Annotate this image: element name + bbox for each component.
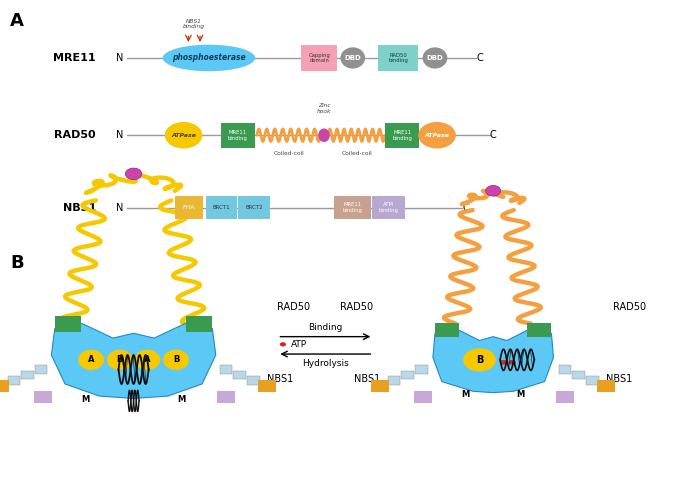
Text: DBD: DBD bbox=[345, 55, 361, 61]
Text: N: N bbox=[116, 53, 123, 63]
FancyBboxPatch shape bbox=[238, 196, 270, 219]
Text: MRE11
binding: MRE11 binding bbox=[227, 130, 248, 141]
Ellipse shape bbox=[340, 47, 365, 69]
Text: RAD50: RAD50 bbox=[54, 130, 96, 140]
Text: MRE11
binding: MRE11 binding bbox=[342, 202, 362, 213]
Text: Binding: Binding bbox=[308, 323, 342, 332]
Text: NBS1
binding: NBS1 binding bbox=[183, 19, 206, 29]
Text: MRE11
binding: MRE11 binding bbox=[392, 130, 412, 141]
Text: M: M bbox=[177, 396, 186, 404]
Ellipse shape bbox=[500, 360, 507, 365]
Text: M: M bbox=[82, 396, 90, 404]
FancyBboxPatch shape bbox=[0, 380, 9, 392]
Text: A: A bbox=[88, 355, 95, 364]
Text: ATM
binding: ATM binding bbox=[378, 202, 399, 213]
Text: BRCT1: BRCT1 bbox=[212, 205, 230, 210]
FancyBboxPatch shape bbox=[597, 380, 615, 392]
Text: A: A bbox=[144, 355, 151, 364]
Text: M: M bbox=[462, 390, 470, 399]
FancyBboxPatch shape bbox=[372, 196, 405, 219]
Ellipse shape bbox=[164, 122, 203, 149]
Text: FHA: FHA bbox=[183, 205, 195, 210]
FancyBboxPatch shape bbox=[435, 323, 459, 337]
FancyBboxPatch shape bbox=[175, 196, 203, 219]
Text: C: C bbox=[476, 53, 483, 63]
Ellipse shape bbox=[418, 122, 456, 149]
FancyBboxPatch shape bbox=[556, 391, 574, 403]
FancyBboxPatch shape bbox=[206, 196, 237, 219]
Ellipse shape bbox=[107, 350, 133, 370]
Text: Coiled-coil: Coiled-coil bbox=[273, 151, 304, 156]
Text: NBS1: NBS1 bbox=[62, 203, 96, 213]
Text: B: B bbox=[476, 355, 483, 365]
Ellipse shape bbox=[162, 44, 255, 71]
Text: NBS1: NBS1 bbox=[354, 374, 380, 384]
Text: RAD50: RAD50 bbox=[613, 302, 646, 312]
Text: A: A bbox=[10, 12, 24, 30]
Text: ATPase: ATPase bbox=[425, 133, 449, 138]
FancyBboxPatch shape bbox=[385, 123, 419, 148]
Text: RAD50: RAD50 bbox=[340, 302, 373, 312]
Text: phosphoesterase: phosphoesterase bbox=[172, 54, 246, 62]
Text: M: M bbox=[516, 390, 525, 399]
Text: B: B bbox=[173, 355, 179, 364]
Text: N: N bbox=[116, 203, 123, 213]
FancyBboxPatch shape bbox=[371, 380, 389, 392]
Text: Coiled-coil: Coiled-coil bbox=[341, 151, 372, 156]
Text: NBS1: NBS1 bbox=[267, 374, 293, 384]
Text: NBS1: NBS1 bbox=[606, 374, 632, 384]
FancyBboxPatch shape bbox=[258, 380, 276, 392]
Text: RAD50
binding: RAD50 binding bbox=[388, 53, 408, 63]
Ellipse shape bbox=[134, 350, 160, 370]
Text: ATPase: ATPase bbox=[171, 133, 196, 138]
FancyBboxPatch shape bbox=[527, 323, 551, 337]
Ellipse shape bbox=[125, 168, 142, 180]
Text: BRCT2: BRCT2 bbox=[245, 205, 263, 210]
Ellipse shape bbox=[279, 342, 286, 347]
Ellipse shape bbox=[163, 350, 189, 370]
Ellipse shape bbox=[509, 360, 516, 365]
Ellipse shape bbox=[78, 350, 104, 370]
Text: N: N bbox=[116, 130, 123, 140]
Text: RAD50: RAD50 bbox=[277, 302, 310, 312]
FancyBboxPatch shape bbox=[414, 391, 432, 403]
Ellipse shape bbox=[486, 185, 501, 196]
FancyBboxPatch shape bbox=[186, 316, 212, 332]
Text: Hydrolysis: Hydrolysis bbox=[302, 359, 349, 368]
Polygon shape bbox=[51, 324, 216, 398]
FancyBboxPatch shape bbox=[334, 196, 371, 219]
Ellipse shape bbox=[318, 128, 329, 142]
Text: MRE11: MRE11 bbox=[53, 53, 96, 63]
Polygon shape bbox=[433, 328, 553, 393]
Text: C: C bbox=[462, 203, 469, 213]
Text: DBD: DBD bbox=[427, 55, 443, 61]
Text: Capping
domain: Capping domain bbox=[308, 53, 330, 63]
FancyBboxPatch shape bbox=[217, 391, 235, 403]
FancyBboxPatch shape bbox=[301, 45, 337, 71]
FancyBboxPatch shape bbox=[55, 316, 81, 332]
Text: C: C bbox=[490, 130, 497, 140]
Text: B: B bbox=[116, 355, 123, 364]
FancyBboxPatch shape bbox=[34, 391, 52, 403]
Text: ATP: ATP bbox=[290, 340, 307, 349]
FancyBboxPatch shape bbox=[221, 123, 255, 148]
FancyBboxPatch shape bbox=[378, 45, 418, 71]
Ellipse shape bbox=[423, 47, 447, 69]
Ellipse shape bbox=[463, 348, 496, 371]
Text: Zinc
hook: Zinc hook bbox=[317, 103, 331, 114]
Text: B: B bbox=[10, 254, 24, 271]
